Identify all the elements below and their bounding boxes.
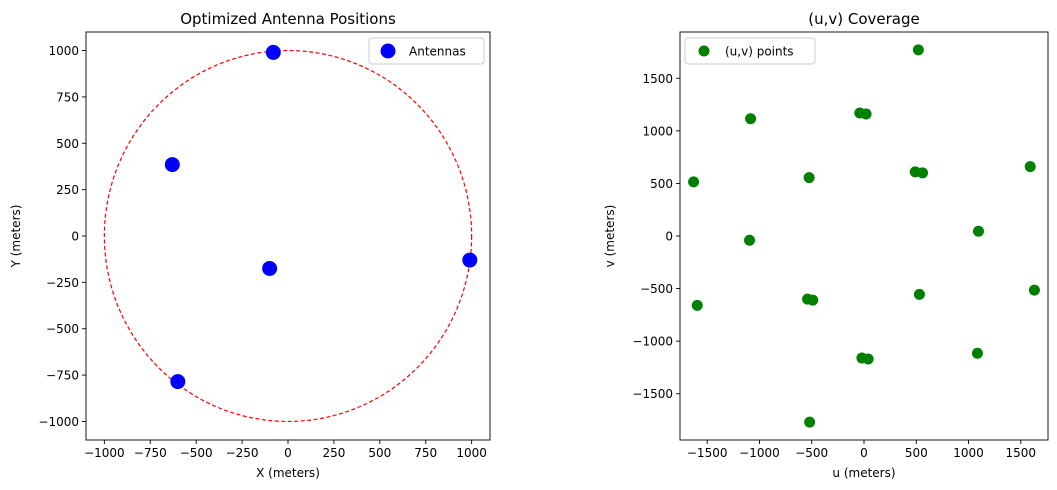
uv-point-7 — [917, 167, 929, 179]
uv-chart-title: (u,v) Coverage — [808, 10, 920, 28]
antenna-ytick-label-3: −250 — [46, 276, 79, 290]
antenna-xtick-label-8: 1000 — [456, 446, 487, 460]
antenna-legend-marker — [380, 43, 396, 59]
uv-point-10 — [972, 225, 984, 237]
uv-point-4 — [688, 176, 700, 188]
antenna-ytick-label-5: 250 — [56, 183, 79, 197]
antenna-chart-title: Optimized Antenna Positions — [180, 10, 396, 28]
uv-point-14 — [913, 288, 925, 300]
uv-point-3 — [860, 108, 872, 120]
uv-xlabel: u (meters) — [832, 466, 895, 480]
uv-ytick-label-6: 1500 — [642, 72, 673, 86]
uv-xtick-label-4: 500 — [905, 446, 928, 460]
antenna-legend: Antennas — [368, 37, 485, 65]
uv-point-17 — [862, 353, 874, 365]
uv-legend: (u,v) points — [684, 37, 816, 65]
antenna-point-0 — [265, 44, 281, 60]
uv-legend-box — [684, 37, 816, 65]
uv-ylabel: v (meters) — [603, 205, 617, 268]
uv-point-8 — [1024, 161, 1036, 173]
antenna-xtick-label-4: 0 — [284, 446, 292, 460]
antenna-ytick-label-8: 1000 — [48, 44, 79, 58]
antenna-xtick-label-3: −250 — [226, 446, 259, 460]
antenna-ylabel: Y (meters) — [9, 205, 23, 269]
uv-ytick-label-1: −1000 — [632, 335, 673, 349]
antenna-ytick-label-7: 750 — [56, 90, 79, 104]
antenna-axes-frame — [85, 31, 491, 441]
antenna-xtick-label-2: −500 — [180, 446, 213, 460]
antenna-legend-box — [368, 37, 485, 65]
antenna-xtick-label-0: −1000 — [84, 446, 125, 460]
reference-circle — [103, 49, 473, 423]
uv-ytick-label-3: 0 — [665, 230, 673, 244]
antenna-point-3 — [462, 252, 478, 268]
uv-legend-marker — [698, 45, 710, 57]
antenna-ytick-label-0: −1000 — [38, 415, 79, 429]
uv-legend-label: (u,v) points — [725, 45, 794, 59]
uv-xtick-label-1: −1000 — [739, 446, 780, 460]
uv-point-9 — [744, 234, 756, 246]
antenna-xlabel: X (meters) — [256, 466, 320, 480]
uv-point-11 — [691, 299, 703, 311]
uv-ytick-label-5: 1000 — [642, 124, 673, 138]
uv-xtick-label-5: 1000 — [953, 446, 984, 460]
uv-ytick-label-2: −500 — [640, 282, 673, 296]
uv-point-15 — [1028, 284, 1040, 296]
antenna-ytick-label-2: −500 — [46, 322, 79, 336]
antenna-xtick-label-6: 500 — [368, 446, 391, 460]
uv-point-1 — [745, 113, 757, 125]
uv-point-19 — [804, 416, 816, 428]
antenna-ytick-label-6: 500 — [56, 137, 79, 151]
antenna-ytick-label-1: −750 — [46, 369, 79, 383]
uv-point-5 — [803, 172, 815, 184]
antenna-xtick-label-1: −750 — [134, 446, 167, 460]
uv-xtick-label-2: −500 — [795, 446, 828, 460]
uv-ytick-label-4: 500 — [650, 177, 673, 191]
uv-coverage-chart: (u,v) Coverage −1500 −1000 −500 0 500 1000 1500… — [603, 10, 1049, 480]
uv-point-13 — [807, 294, 819, 306]
antenna-positions-chart: Optimized Antenna Positions −1000 −750 −500… — [9, 10, 491, 480]
antenna-xtick-label-5: 250 — [322, 446, 345, 460]
antenna-point-1 — [164, 157, 180, 173]
uv-xtick-label-0: −1500 — [687, 446, 728, 460]
uv-point-0 — [912, 44, 924, 56]
antenna-xtick-label-7: 750 — [414, 446, 437, 460]
uv-axes-frame — [679, 31, 1049, 441]
antenna-legend-label: Antennas — [409, 45, 466, 59]
antenna-point-4 — [170, 374, 186, 390]
uv-xtick-label-6: 1500 — [1006, 446, 1037, 460]
uv-ytick-label-0: −1500 — [632, 387, 673, 401]
uv-point-18 — [971, 347, 983, 359]
antenna-point-2 — [262, 260, 278, 276]
uv-xtick-label-3: 0 — [860, 446, 868, 460]
antenna-ytick-label-4: 0 — [71, 230, 79, 244]
